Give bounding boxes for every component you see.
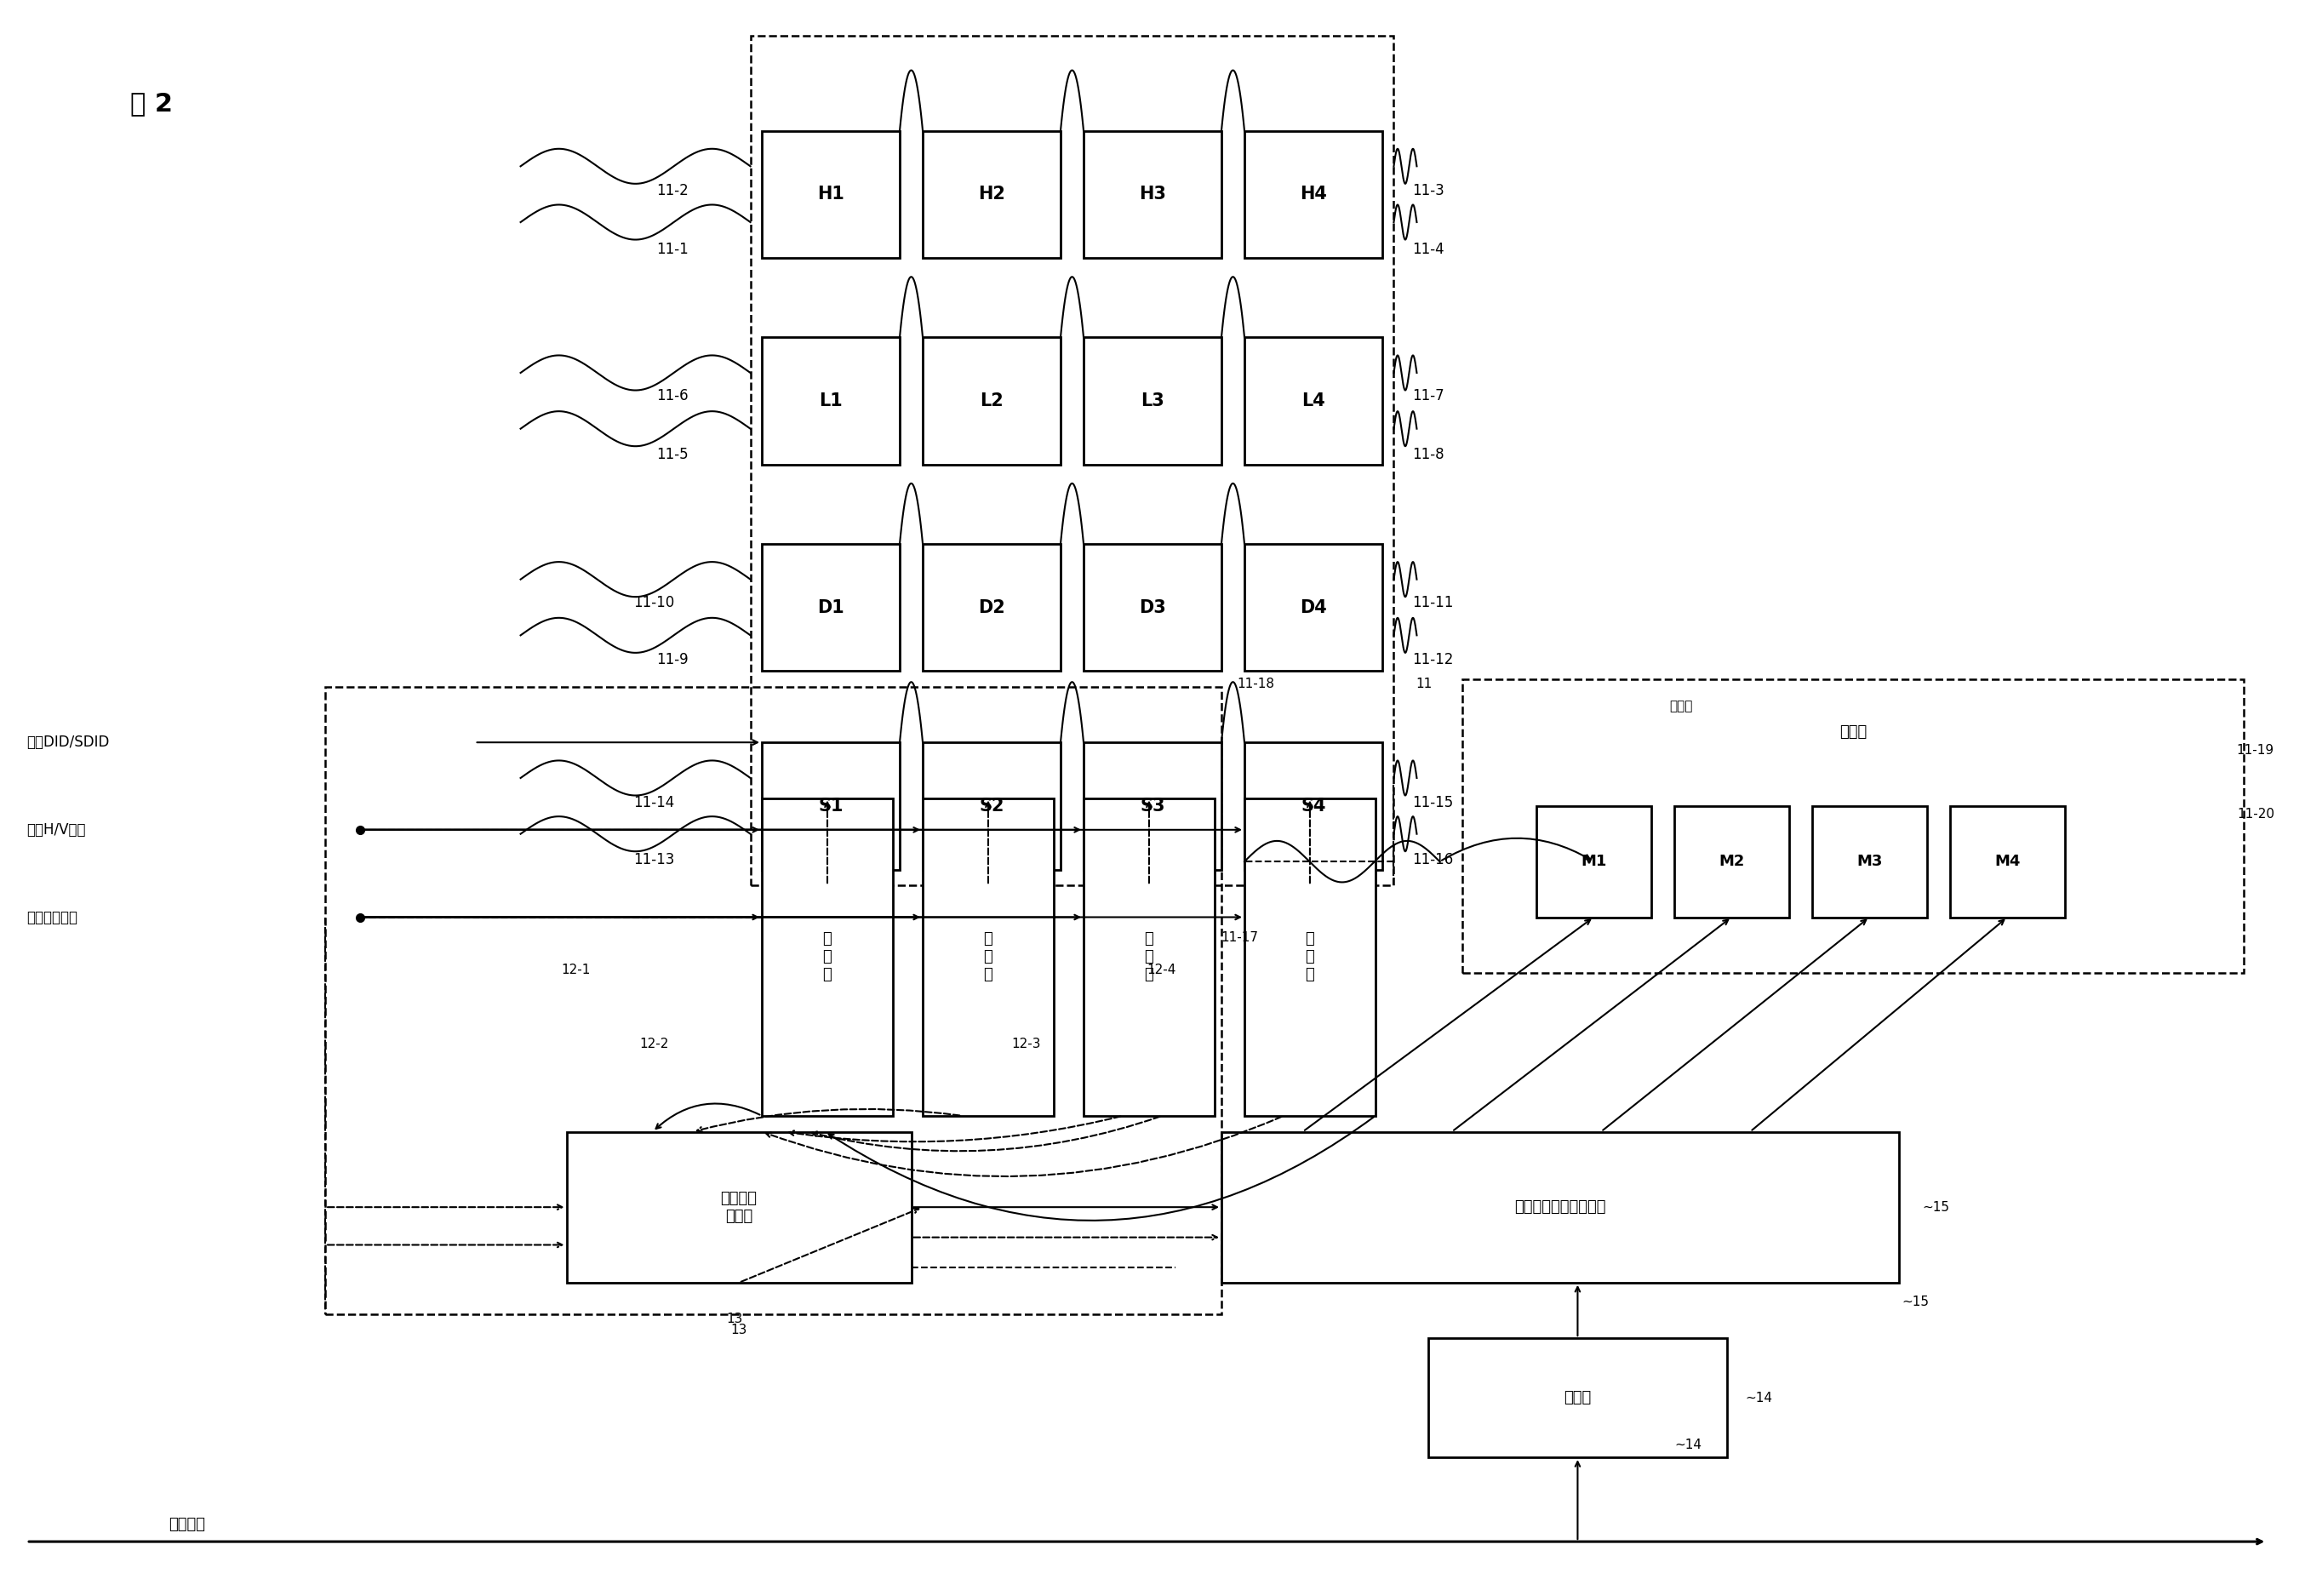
Bar bbox=[1245, 131, 1383, 259]
Text: D2: D2 bbox=[977, 598, 1005, 616]
Text: 11-6: 11-6 bbox=[657, 388, 689, 404]
Text: 比
较
器: 比 较 器 bbox=[823, 932, 832, 982]
Text: D1: D1 bbox=[818, 598, 844, 616]
Text: 11-3: 11-3 bbox=[1413, 184, 1445, 198]
Bar bbox=[1245, 337, 1383, 464]
Text: 比
较
器: 比 较 器 bbox=[984, 932, 993, 982]
Text: M2: M2 bbox=[1720, 854, 1745, 870]
Bar bbox=[751, 35, 1395, 886]
Bar bbox=[1245, 742, 1383, 870]
Text: 11-7: 11-7 bbox=[1413, 388, 1445, 404]
Bar bbox=[1083, 131, 1222, 259]
Bar bbox=[922, 798, 1053, 1116]
Text: 输入DID/SDID: 输入DID/SDID bbox=[28, 734, 108, 750]
Bar bbox=[1812, 806, 1927, 918]
Bar bbox=[763, 131, 899, 259]
Text: 输入线路编号: 输入线路编号 bbox=[28, 910, 78, 924]
Bar bbox=[1464, 678, 2245, 974]
Text: 11-13: 11-13 bbox=[634, 852, 675, 868]
Bar bbox=[1950, 806, 2065, 918]
Text: 图 2: 图 2 bbox=[129, 91, 173, 115]
Text: 13: 13 bbox=[731, 1325, 747, 1337]
Text: 11-4: 11-4 bbox=[1413, 243, 1445, 257]
Text: 12-4: 12-4 bbox=[1148, 964, 1176, 977]
Bar bbox=[1245, 798, 1376, 1116]
Text: M4: M4 bbox=[1994, 854, 2019, 870]
Text: D3: D3 bbox=[1139, 598, 1166, 616]
Bar bbox=[1083, 544, 1222, 670]
Bar bbox=[1083, 798, 1215, 1116]
Text: 11-1: 11-1 bbox=[657, 243, 689, 257]
Bar bbox=[1245, 544, 1383, 670]
Text: 11-5: 11-5 bbox=[657, 447, 689, 463]
Bar bbox=[1222, 1132, 1899, 1283]
Text: 12-3: 12-3 bbox=[1012, 1037, 1042, 1050]
Bar bbox=[922, 544, 1060, 670]
Text: 11-14: 11-14 bbox=[634, 795, 675, 811]
Text: 寄存器: 寄存器 bbox=[1839, 725, 1867, 739]
Text: 11-2: 11-2 bbox=[657, 184, 689, 198]
Text: L3: L3 bbox=[1141, 393, 1164, 409]
Text: 13: 13 bbox=[726, 1314, 742, 1326]
Text: 元数据选择器和写入器: 元数据选择器和写入器 bbox=[1514, 1200, 1607, 1215]
Text: ~15: ~15 bbox=[1902, 1296, 1929, 1309]
Bar bbox=[763, 337, 899, 464]
Text: H3: H3 bbox=[1139, 185, 1166, 203]
Text: 12-2: 12-2 bbox=[638, 1037, 668, 1050]
Text: ~14: ~14 bbox=[1745, 1392, 1773, 1404]
Text: 11-12: 11-12 bbox=[1413, 653, 1454, 667]
Text: 11-20: 11-20 bbox=[2236, 808, 2275, 820]
Text: S2: S2 bbox=[980, 798, 1005, 814]
Text: 提取定时
控制器: 提取定时 控制器 bbox=[721, 1191, 756, 1224]
Text: 比
较
器: 比 较 器 bbox=[1305, 932, 1314, 982]
Text: L1: L1 bbox=[818, 393, 844, 409]
Bar bbox=[567, 1132, 910, 1283]
Text: M1: M1 bbox=[1581, 854, 1607, 870]
Text: S4: S4 bbox=[1300, 798, 1325, 814]
Text: L2: L2 bbox=[980, 393, 1003, 409]
Text: H1: H1 bbox=[818, 185, 844, 203]
Text: 11-16: 11-16 bbox=[1413, 852, 1452, 868]
Text: L4: L4 bbox=[1302, 393, 1325, 409]
Text: 比
较
器: 比 较 器 bbox=[1146, 932, 1152, 982]
Text: 11-8: 11-8 bbox=[1413, 447, 1445, 463]
Bar bbox=[763, 544, 899, 670]
Bar bbox=[763, 798, 892, 1116]
Bar bbox=[1535, 806, 1650, 918]
Text: 11-18: 11-18 bbox=[1238, 677, 1275, 689]
Text: D4: D4 bbox=[1300, 598, 1328, 616]
Text: 提取器: 提取器 bbox=[1563, 1390, 1590, 1406]
Text: ~14: ~14 bbox=[1673, 1438, 1701, 1451]
Bar bbox=[325, 686, 1222, 1315]
Bar bbox=[763, 742, 899, 870]
Bar bbox=[1083, 337, 1222, 464]
Text: 输入H/V信息: 输入H/V信息 bbox=[28, 822, 85, 838]
Text: 11-19: 11-19 bbox=[2236, 744, 2275, 757]
Bar bbox=[922, 337, 1060, 464]
Text: 11-17: 11-17 bbox=[1222, 932, 1259, 945]
Text: 11-15: 11-15 bbox=[1413, 795, 1452, 811]
Text: 11-10: 11-10 bbox=[634, 595, 675, 610]
Text: 寄存器: 寄存器 bbox=[1669, 699, 1692, 712]
Text: 11-11: 11-11 bbox=[1413, 595, 1454, 610]
Text: 12-1: 12-1 bbox=[560, 964, 590, 977]
Text: S3: S3 bbox=[1141, 798, 1164, 814]
Text: M3: M3 bbox=[1856, 854, 1883, 870]
Bar bbox=[922, 742, 1060, 870]
Text: ~15: ~15 bbox=[1922, 1200, 1950, 1213]
Bar bbox=[1083, 742, 1222, 870]
Text: 接收信号: 接收信号 bbox=[168, 1516, 205, 1532]
Bar bbox=[1673, 806, 1789, 918]
Text: 11-9: 11-9 bbox=[657, 653, 689, 667]
Text: S1: S1 bbox=[818, 798, 844, 814]
Bar bbox=[922, 131, 1060, 259]
Text: H2: H2 bbox=[977, 185, 1005, 203]
Bar bbox=[1429, 1337, 1726, 1457]
Text: 11: 11 bbox=[1415, 677, 1431, 689]
Text: H4: H4 bbox=[1300, 185, 1328, 203]
